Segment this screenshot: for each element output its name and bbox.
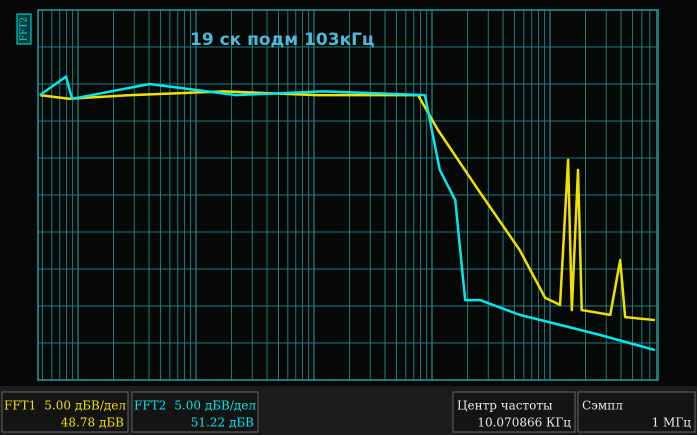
panel xyxy=(1,391,129,433)
panel-scale: 5.00 дБВ/дел xyxy=(44,399,126,413)
panel-value: 10.070866 КГц xyxy=(477,416,571,430)
panel-value: 1 МГц xyxy=(652,416,692,430)
panel xyxy=(131,391,259,433)
panels: FFT1 5.00 дБВ/дел 48.78 дБВ FFT2 5.00 дБВ/де… xyxy=(1,391,696,433)
grid xyxy=(38,10,658,380)
trace xyxy=(39,90,656,322)
panel-name: FFT2 xyxy=(134,399,166,413)
panel-name: FFT1 xyxy=(4,399,36,413)
panel-label: Центр частоты xyxy=(457,399,553,413)
panel-level: 51.22 дБВ xyxy=(191,416,254,430)
panel-label: Сэмпл xyxy=(582,399,623,413)
side-label: FFT2 xyxy=(20,17,30,41)
panel xyxy=(452,391,576,433)
plot-frame xyxy=(37,9,659,381)
traces xyxy=(39,75,656,352)
trace xyxy=(39,75,656,352)
panel-level: 48.78 дБВ xyxy=(61,416,124,430)
side-label-box xyxy=(16,13,32,45)
title: 19 ск подм 103кГц xyxy=(190,30,375,50)
panel-scale: 5.00 дБВ/дел xyxy=(174,399,256,413)
panel xyxy=(577,391,696,433)
